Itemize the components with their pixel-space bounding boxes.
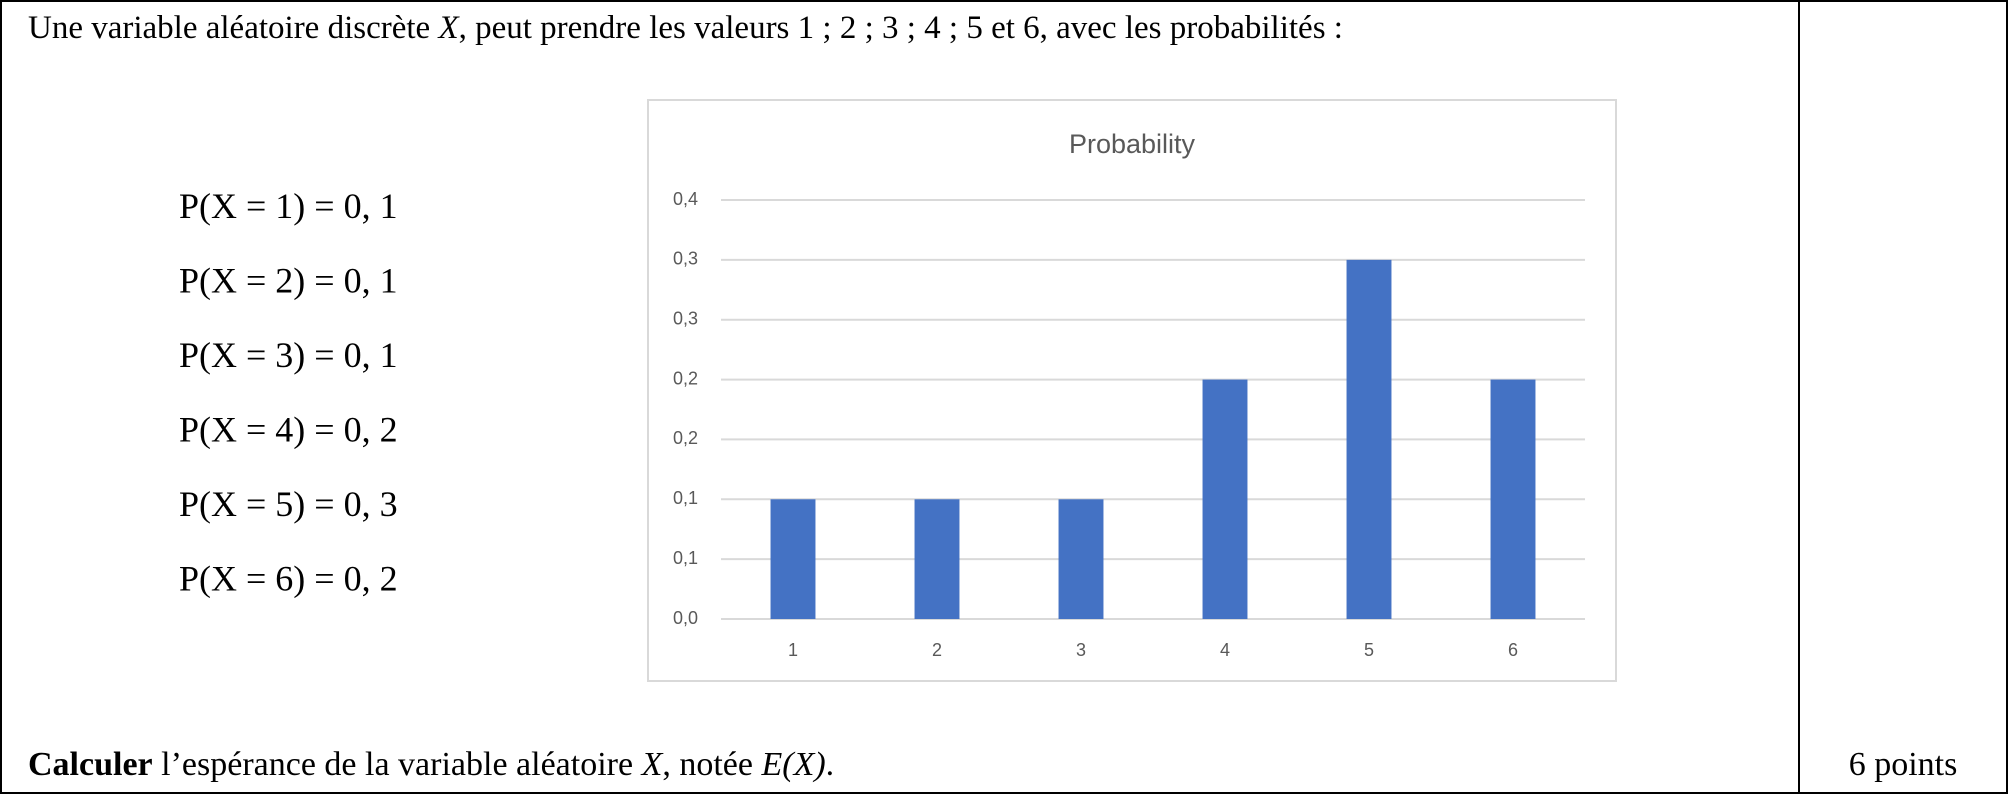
text-segment: l’espérance de la variable aléatoire — [153, 746, 642, 783]
bar — [1490, 379, 1536, 619]
text-segment: X — [640, 746, 664, 783]
y-tick-label: 0,0 — [673, 608, 698, 628]
probability-formula: P(X = 6) = 0, 2 — [179, 559, 398, 599]
question-text: Calculer l’espérance de la variable aléa… — [28, 746, 834, 783]
y-tick-label: 0,3 — [673, 308, 698, 328]
text-segment: E(X) — [760, 746, 825, 783]
bar — [1202, 379, 1248, 619]
text-segment: Calculer — [28, 746, 153, 783]
bar — [770, 499, 816, 619]
intro-text: Une variable aléatoire discrète X, peut … — [28, 10, 1343, 46]
bar — [1058, 499, 1104, 619]
chart-title: Probability — [1069, 129, 1196, 159]
y-tick-label: 0,4 — [673, 189, 698, 209]
probability-formula: P(X = 3) = 0, 1 — [179, 335, 398, 375]
y-tick-label: 0,2 — [673, 428, 698, 448]
y-tick-label: 0,2 — [673, 368, 698, 388]
x-tick-label: 3 — [1076, 640, 1086, 660]
y-tick-label: 0,1 — [673, 488, 698, 508]
x-tick-label: 2 — [932, 640, 942, 660]
y-tick-label: 0,1 — [673, 548, 698, 568]
text-segment: , peut prendre les valeurs 1 ; 2 ; 3 ; 4… — [459, 10, 1343, 46]
text-segment: Une variable aléatoire discrète — [28, 10, 438, 46]
points: 6 points — [1849, 746, 1958, 783]
x-tick-label: 4 — [1220, 640, 1230, 660]
x-tick-label: 5 — [1364, 640, 1374, 660]
text-segment: X — [436, 10, 460, 46]
x-tick-label: 1 — [788, 640, 798, 660]
x-tick-label: 6 — [1508, 640, 1518, 660]
probability-formula: P(X = 4) = 0, 2 — [179, 410, 398, 450]
bar — [1346, 259, 1392, 619]
probability-formula: P(X = 2) = 0, 1 — [179, 261, 398, 301]
bar — [914, 499, 960, 619]
y-tick-label: 0,3 — [673, 249, 698, 269]
probability-formula: P(X = 5) = 0, 3 — [179, 484, 398, 524]
text-segment: , notée — [662, 746, 761, 783]
text-segment: . — [826, 746, 835, 783]
probability-formula: P(X = 1) = 0, 1 — [179, 186, 398, 226]
